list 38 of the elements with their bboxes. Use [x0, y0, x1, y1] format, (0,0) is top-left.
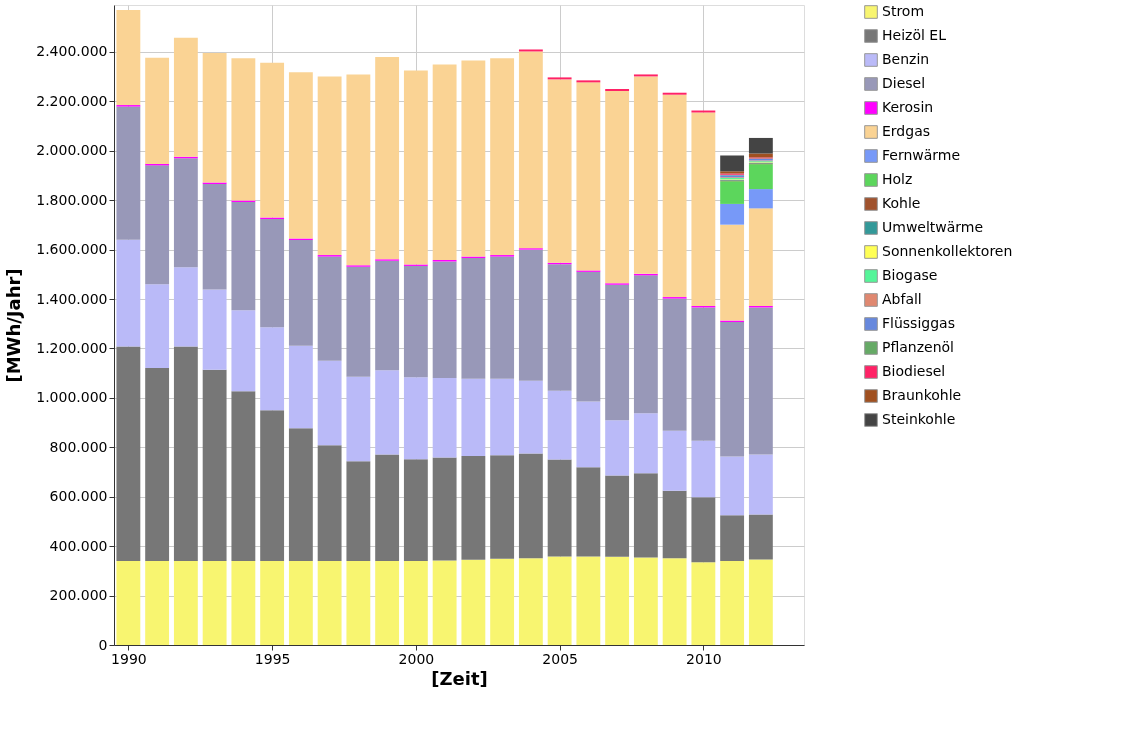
legend-label: Heizöl EL — [882, 27, 947, 43]
legend-label: Biogase — [882, 267, 938, 283]
y-tick-label: 2.200.000 — [36, 92, 108, 109]
y-tick-label: 1.600.000 — [36, 241, 108, 258]
x-tick-label: 1995 — [254, 650, 291, 667]
y-tick-label: 0 — [98, 636, 108, 653]
x-tick-label: 1990 — [111, 650, 147, 667]
y-tick-label: 1.800.000 — [36, 191, 108, 208]
x-tick-label: 2010 — [686, 650, 722, 667]
legend-label: Umweltwärme — [882, 219, 984, 235]
y-tick-label: 1.000.000 — [36, 389, 108, 406]
legend-label: Pflanzenöl — [882, 339, 955, 355]
legend-label: Flüssiggas — [882, 315, 955, 331]
y-tick-label: 400.000 — [49, 537, 108, 554]
y-tick-label: 600.000 — [49, 488, 108, 505]
legend-label: Kohle — [882, 195, 921, 211]
legend-label: Holz — [882, 171, 913, 187]
legend-label: Biodiesel — [882, 363, 946, 379]
legend-label: Steinkohle — [882, 411, 956, 427]
legend-label: Diesel — [882, 75, 926, 91]
legend-label: Fernwärme — [882, 147, 961, 163]
legend-label: Erdgas — [882, 123, 931, 139]
y-tick-label: 1.200.000 — [36, 339, 108, 356]
legend-label: Sonnenkollektoren — [882, 243, 1013, 259]
legend-label: Strom — [882, 3, 925, 19]
x-axis-title: [Zeit] — [431, 667, 488, 689]
x-tick-label: 2005 — [542, 650, 578, 667]
y-tick-label: 200.000 — [49, 587, 108, 604]
legend-label: Abfall — [882, 291, 922, 307]
y-tick-label: 1.400.000 — [36, 290, 108, 307]
y-tick-label: 2.400.000 — [36, 43, 108, 60]
y-axis-title: [MWh/Jahr] — [3, 268, 25, 383]
legend-label: Benzin — [882, 51, 930, 67]
legend-label: Braunkohle — [882, 387, 962, 403]
y-tick-label: 800.000 — [49, 438, 108, 455]
y-tick-label: 2.000.000 — [36, 142, 108, 159]
x-tick-label: 2000 — [398, 650, 435, 667]
legend-label: Kerosin — [882, 99, 934, 115]
